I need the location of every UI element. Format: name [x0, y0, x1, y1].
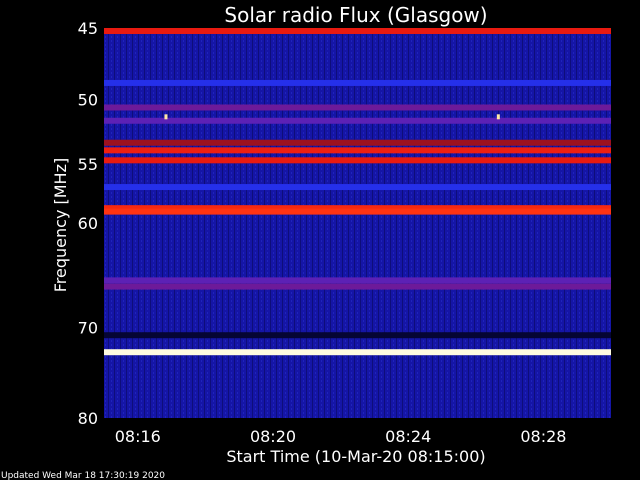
y-tick-label: 45 [78, 19, 98, 38]
x-tick-label: 08:16 [115, 427, 161, 446]
y-tick-label: 80 [78, 409, 98, 428]
burst-spot [164, 114, 168, 120]
y-tick-label: 70 [78, 318, 98, 337]
x-axis-label: Start Time (10-Mar-20 08:15:00) [226, 447, 485, 466]
emission-band [104, 283, 611, 290]
emission-band [104, 147, 611, 154]
emission-band [104, 208, 611, 215]
x-tick-label: 08:20 [250, 427, 296, 446]
y-tick-label: 60 [78, 214, 98, 233]
plot-area [104, 28, 611, 418]
emission-band [104, 28, 611, 35]
emission-band [104, 139, 611, 146]
plot-texture [104, 28, 611, 418]
burst-spot [496, 114, 500, 120]
chart-title: Solar radio Flux (Glasgow) [224, 3, 487, 27]
emission-band [104, 349, 611, 356]
x-tick-label: 08:28 [520, 427, 566, 446]
emission-band [104, 79, 611, 86]
emission-band [104, 277, 611, 284]
update-timestamp: Updated Wed Mar 18 17:30:19 2020 [1, 471, 165, 480]
emission-band [104, 117, 611, 124]
y-tick-label: 55 [78, 155, 98, 174]
y-tick-label: 50 [78, 90, 98, 109]
emission-band [104, 157, 611, 164]
emission-band [104, 184, 611, 191]
emission-band [104, 104, 611, 111]
x-axis: 08:16 08:20 08:24 08:28 [115, 427, 567, 446]
emission-band [104, 332, 611, 339]
x-tick-label: 08:24 [385, 427, 431, 446]
y-axis-label: Frequency [MHz] [51, 158, 70, 292]
y-axis: 45 50 55 60 70 80 [78, 19, 98, 428]
emission-band [104, 205, 611, 212]
